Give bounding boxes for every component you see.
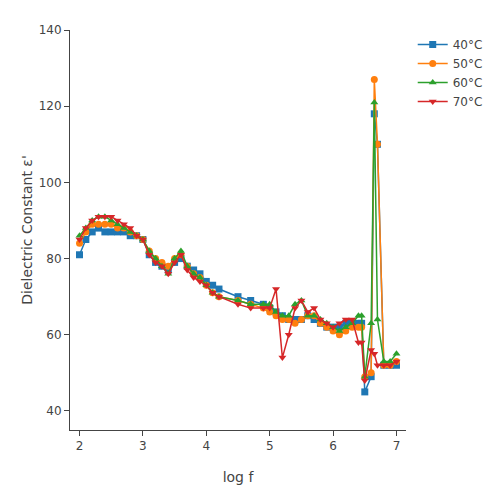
svg-text:log f: log f — [223, 469, 255, 485]
svg-text:50°C: 50°C — [453, 57, 483, 71]
svg-text:3: 3 — [139, 439, 147, 453]
svg-text:40°C: 40°C — [453, 38, 483, 52]
svg-text:140: 140 — [39, 23, 62, 37]
svg-text:100: 100 — [39, 176, 62, 190]
svg-text:5: 5 — [266, 439, 274, 453]
svg-text:Dielectric Constant ε': Dielectric Constant ε' — [19, 155, 35, 305]
svg-text:2: 2 — [76, 439, 84, 453]
svg-text:6: 6 — [329, 439, 337, 453]
svg-text:40: 40 — [46, 404, 61, 418]
svg-text:7: 7 — [393, 439, 401, 453]
svg-text:4: 4 — [202, 439, 210, 453]
svg-text:80: 80 — [46, 252, 61, 266]
svg-text:60°C: 60°C — [453, 76, 483, 90]
svg-text:120: 120 — [39, 99, 62, 113]
svg-text:70°C: 70°C — [453, 95, 483, 109]
svg-text:60: 60 — [46, 328, 61, 342]
